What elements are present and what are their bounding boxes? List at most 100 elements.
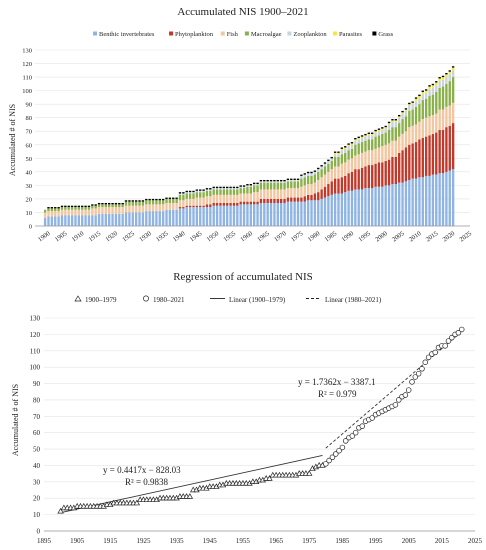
bar-segment-grass [202,189,205,191]
chart1-bars [43,66,455,226]
point-circle [445,338,452,344]
bar-segment-parasites [377,129,381,132]
bar-segment-grass [408,102,411,105]
bar-segment-zooplankton [300,175,303,179]
bar-segment-phytoplankton [337,178,340,194]
bar-segment-zooplankton [411,104,414,110]
bar-segment-grass [418,94,421,97]
bar-segment-phytoplankton [188,205,192,208]
chart1-y-axis-label: Accumulated # of NIS [8,104,17,176]
chart1-x-tick-label: 1915 [88,230,103,243]
bar-segment-benthic-invertebrates [104,213,107,226]
bar-segment-zooplankton [205,189,209,191]
bar-segment-parasites [333,152,337,155]
bar-segment-grass [296,178,300,180]
bar-segment-macroalgae [104,204,107,208]
bar-segment-benthic-invertebrates [242,204,246,226]
bar-segment-macroalgae [215,189,219,195]
bar-segment-grass [199,189,202,191]
bar-segment-benthic-invertebrates [441,173,445,226]
bar-segment-zooplankton [398,117,401,124]
bar-segment-macroalgae [290,181,293,189]
bar-segment-zooplankton [357,139,360,144]
bar-segment-zooplankton [371,135,374,140]
bar-segment-macroalgae [256,185,259,193]
bar-segment-zooplankton [313,171,317,175]
bar-segment-fish [212,194,215,203]
bar-segment-macroalgae [296,181,300,189]
bar-segment-grass [398,114,401,117]
bar-segment-fish [313,182,317,194]
bar-segment-zooplankton [451,70,455,78]
bar-segment-zooplankton [199,190,202,193]
bar-segment-grass [290,178,293,180]
point-triangle [133,499,141,506]
bar-segment-benthic-invertebrates [354,189,357,226]
bar-segment-fish [344,162,347,176]
bar-segment-fish [188,198,192,206]
bar-segment-grass [421,90,424,92]
chart1-legend-swatch [372,31,377,36]
bar-segment-grass [77,205,81,208]
point-triangle [186,493,194,499]
bar-segment-fish [421,119,424,138]
bar-segment-benthic-invertebrates [317,200,320,226]
bar-segment-fish [205,196,209,205]
bar-segment-phytoplankton [371,165,374,189]
bar-segment-fish [451,102,455,124]
bar-segment-fish [418,121,421,140]
chart2-y-tick-label: 100 [30,364,41,372]
bar-segment-fish [404,131,408,148]
bar-segment-fish [148,204,151,212]
bar-segment-benthic-invertebrates [219,205,222,226]
bar-segment-macroalgae [118,204,121,208]
bar-segment-parasites [431,85,435,88]
bar-segment-macroalgae [131,201,134,206]
bar-segment-phytoplankton [222,202,226,206]
bar-segment-fish [101,207,104,214]
bar-segment-benthic-invertebrates [205,207,209,226]
bar-segment-macroalgae [350,148,354,159]
bar-segment-benthic-invertebrates [438,173,441,226]
bar-segment-fish [283,189,286,199]
bar-segment-fish [172,202,175,210]
bar-segment-phytoplankton [273,198,276,203]
bar-segment-grass [344,146,347,148]
chart2-x-tick-label: 1965 [269,537,284,545]
bar-segment-phytoplankton [408,144,411,180]
bar-segment-benthic-invertebrates [424,175,428,226]
bar-segment-benthic-invertebrates [178,208,182,226]
chart2-x-tick-label: 1955 [236,537,251,545]
bar-segment-macroalgae [259,182,263,190]
bar-segment-fish [141,205,145,213]
bar-segment-parasites [411,102,414,105]
bar-segment-phytoplankton [360,167,364,190]
bar-segment-fish [182,200,185,208]
bar-segment-macroalgae [377,135,381,148]
r2-1900-1979: R² = 0.9838 [125,477,169,487]
bar-segment-fish [199,197,202,206]
bar-segment-fish [357,154,360,170]
bar-segment-fish [215,194,219,203]
bar-segment-phytoplankton [330,181,333,195]
chart1-gridlines [35,49,470,227]
bar-segment-phytoplankton [215,202,219,206]
bar-segment-zooplankton [327,161,330,164]
bar-segment-macroalgae [232,189,236,195]
bar-segment-macroalgae [428,96,431,117]
bar-segment-zooplankton [310,173,313,176]
bar-segment-fish [428,116,431,136]
chart1-x-tick-label: 1905 [54,230,69,243]
bar-segment-grass [428,85,431,87]
bar-segment-grass [239,185,242,187]
bar-segment-macroalgae [445,83,448,107]
bar-segment-macroalgae [367,139,371,151]
bar-segment-benthic-invertebrates [70,215,74,226]
chart1-x-tick-label: 2020 [442,230,457,243]
bar-segment-benthic-invertebrates [310,200,313,226]
bar-segment-grass [333,151,337,153]
bar-segment-macroalgae [448,81,451,106]
bar-segment-benthic-invertebrates [138,212,141,226]
bar-segment-fish [394,140,397,157]
bar-segment-fish [239,193,242,202]
